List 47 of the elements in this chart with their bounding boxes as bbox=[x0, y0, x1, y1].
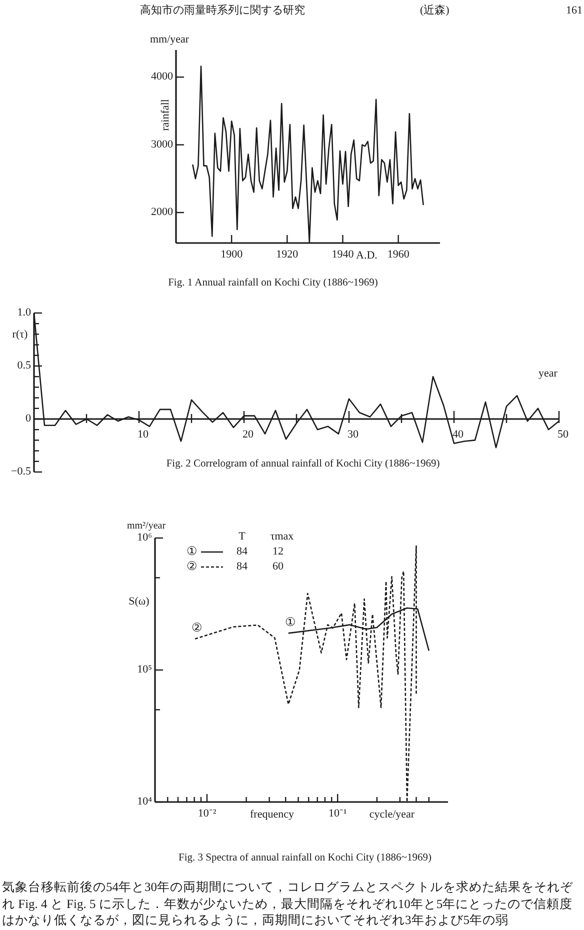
annotation: 84 bbox=[236, 560, 248, 573]
text: 気象台移転前後の54年と30年の両期間について，コレログラムとスペクトルを求めた結果をそれぞれ Fig. 4 と Fig. 5 に示した．年数が少ないため，最大間隔をそれぞれ10年と5年にとったので信頼度はかなり低くなるが，図に見られるように，両期間においてそれぞれ3年および5年の弱 bbox=[2, 879, 574, 928]
y-tick-label: 1.0 bbox=[17, 306, 32, 319]
y-tick-label: 10⁶ bbox=[137, 532, 152, 544]
text: ① bbox=[284, 614, 296, 629]
y-axis-title: r(τ) bbox=[12, 328, 28, 341]
x-tick-label: 1960 bbox=[387, 248, 410, 261]
y-tick-label: 4000 bbox=[151, 70, 174, 83]
x-axis-title: frequency bbox=[250, 808, 294, 821]
x-axis-title: A.D. bbox=[356, 250, 378, 262]
x-tick-label: 1900 bbox=[220, 248, 244, 261]
text: 高知市の雨量時系列に関する研究 bbox=[140, 4, 305, 17]
x-tick-label: 30 bbox=[348, 428, 359, 441]
y-tick-label: 10⁵ bbox=[137, 664, 152, 676]
x-tick-label: 10⁻¹ bbox=[328, 808, 347, 820]
annotation: 12 bbox=[272, 546, 284, 558]
text: mm/year bbox=[150, 34, 190, 46]
x-tick-label: 1940 bbox=[332, 248, 354, 261]
x-axis-title: year bbox=[538, 368, 558, 380]
y-tick-label: 10⁴ bbox=[137, 796, 152, 808]
x-tick-label: 20 bbox=[242, 428, 254, 441]
x-tick-label: 50 bbox=[558, 428, 569, 441]
annotation: 60 bbox=[272, 560, 284, 573]
annotation: T bbox=[238, 530, 246, 543]
y-axis-title: S(ω) bbox=[128, 596, 150, 608]
text: Fig. 3 Spectra of annual rainfall on Kochi City (1886~1969) bbox=[178, 852, 432, 864]
legend-label: ① bbox=[186, 544, 198, 558]
y-tick-label: 0 bbox=[26, 412, 32, 425]
text: Fig. 2 Correlogram of annual rainfall of Kochi City (1886~1969) bbox=[166, 458, 440, 470]
y-tick-label: 3000 bbox=[151, 138, 174, 150]
x-tick-label: 1920 bbox=[276, 248, 299, 261]
annotation: τmax bbox=[270, 530, 294, 543]
text: mm²/year bbox=[127, 520, 166, 532]
text: Fig. 1 Annual rainfall on Kochi City (1886~1969) bbox=[168, 277, 378, 288]
text: (近森) bbox=[420, 4, 450, 17]
y-tick-label: 2000 bbox=[151, 206, 174, 218]
annotation: 84 bbox=[236, 546, 248, 558]
y-axis-title: rainfall bbox=[160, 99, 172, 131]
x-tick-label: 40 bbox=[452, 428, 464, 441]
y-tick-label: −0.5 bbox=[11, 466, 32, 478]
legend-label: ② bbox=[186, 558, 198, 573]
text: 161 bbox=[566, 4, 582, 17]
text: ② bbox=[192, 620, 203, 635]
x-tick-label: 10 bbox=[138, 428, 149, 441]
text: cycle/year bbox=[369, 808, 415, 821]
y-tick-label: 0.5 bbox=[17, 360, 32, 372]
x-tick-label: 10⁻² bbox=[198, 808, 217, 820]
